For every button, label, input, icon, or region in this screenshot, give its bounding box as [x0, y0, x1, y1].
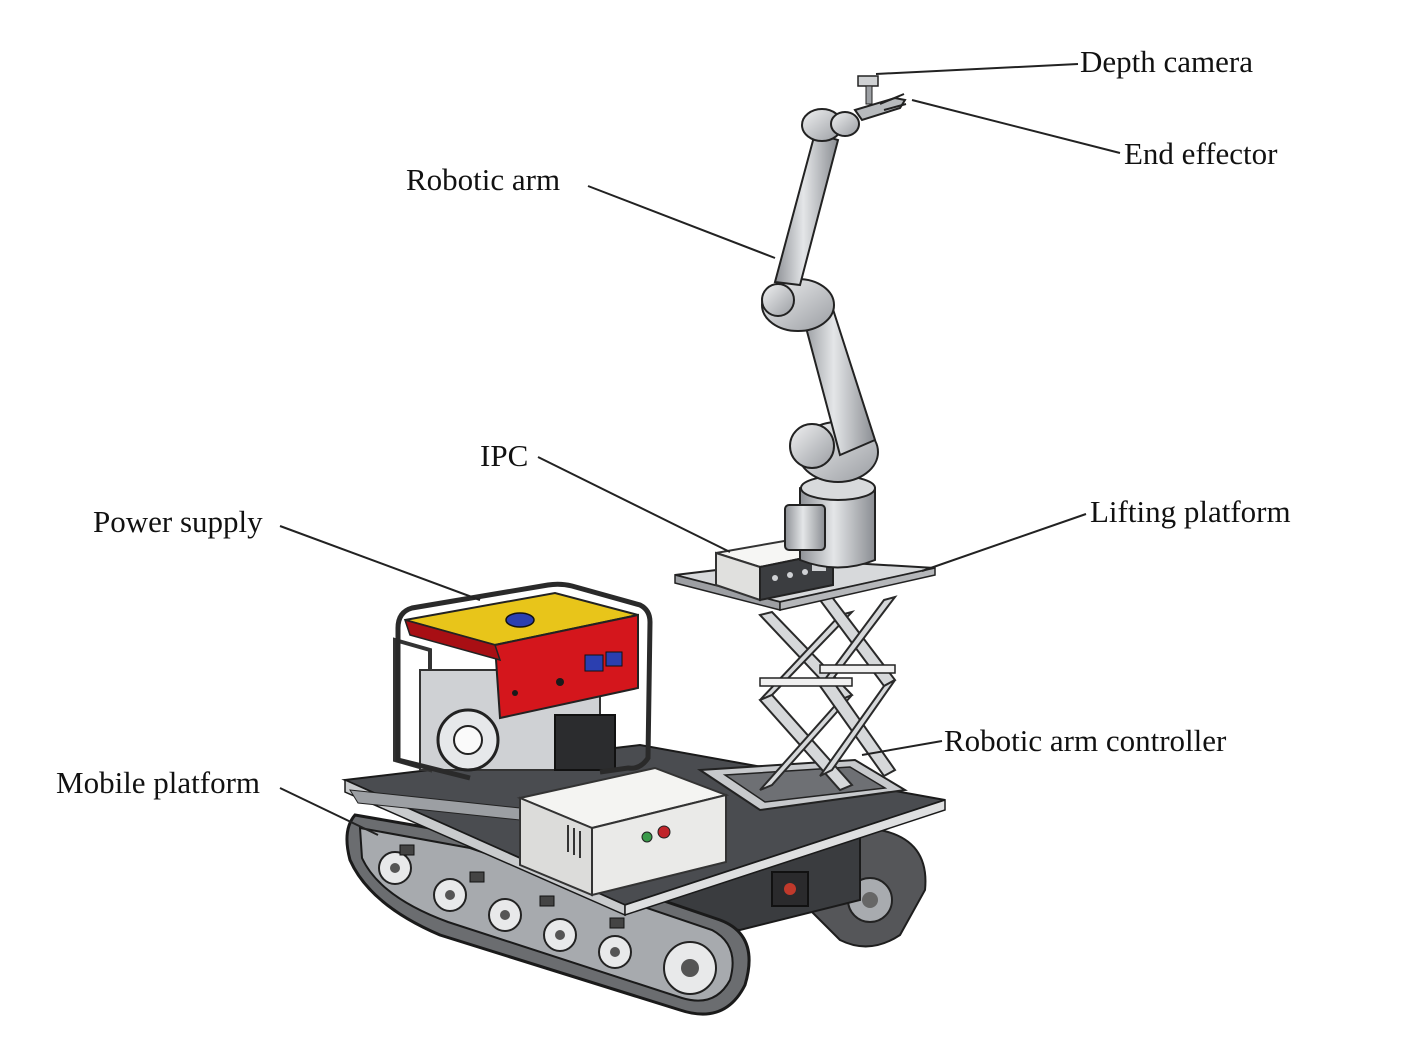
- power-supply-generator: [393, 581, 653, 781]
- lifting-platform: [674, 558, 936, 812]
- leader-mobile-platform: [279, 787, 379, 836]
- leader-end-effector: [911, 99, 1121, 154]
- robotic-arm: [761, 75, 907, 569]
- label-power-supply: Power supply: [93, 504, 263, 539]
- leader-lines: [279, 63, 1121, 836]
- label-lifting-platform: Lifting platform: [1090, 494, 1291, 529]
- ipc-box: [715, 538, 834, 602]
- label-depth-camera: Depth camera: [1080, 44, 1253, 79]
- label-ipc: IPC: [480, 438, 529, 473]
- leader-ipc: [537, 456, 731, 553]
- label-robotic-arm-controller: Robotic arm controller: [944, 723, 1227, 758]
- leader-robotic-arm: [587, 185, 776, 259]
- leader-power-supply: [279, 525, 481, 601]
- label-end-effector: End effector: [1124, 136, 1278, 171]
- leader-depth-camera: [875, 63, 1079, 75]
- leader-robotic-arm-controller: [861, 740, 943, 756]
- label-mobile-platform: Mobile platform: [56, 765, 261, 800]
- label-robotic-arm: Robotic arm: [406, 162, 561, 197]
- robotic-arm-controller-box: [516, 766, 730, 897]
- leader-lifting-platform: [921, 513, 1087, 572]
